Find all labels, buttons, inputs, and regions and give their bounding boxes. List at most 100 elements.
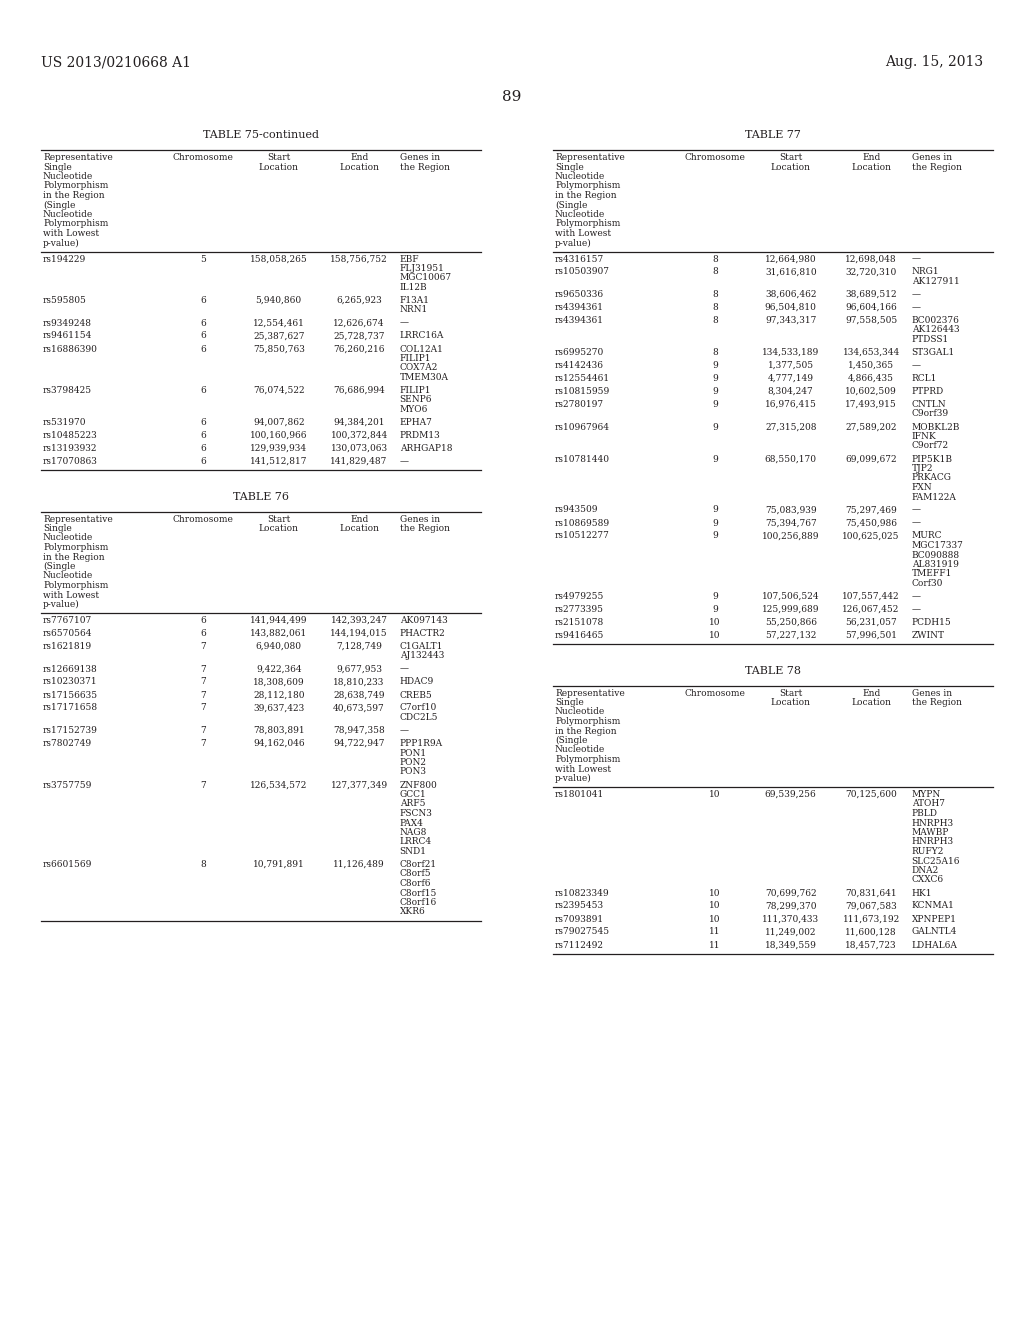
Text: FXN: FXN [911,483,932,492]
Text: ATOH7: ATOH7 [911,800,944,808]
Text: PTPRD: PTPRD [911,387,944,396]
Text: LDHAL6A: LDHAL6A [911,940,957,949]
Text: ARF5: ARF5 [399,800,425,808]
Text: rs7112492: rs7112492 [555,940,604,949]
Text: C7orf10: C7orf10 [399,704,437,713]
Text: —: — [911,304,921,312]
Text: the Region: the Region [911,698,962,708]
Text: rs17152739: rs17152739 [43,726,98,735]
Text: XPNPEP1: XPNPEP1 [911,915,956,924]
Text: —: — [911,290,921,300]
Text: rs6995270: rs6995270 [555,348,604,356]
Text: in the Region: in the Region [555,191,616,201]
Text: Representative: Representative [43,153,113,162]
Text: C8orf16: C8orf16 [399,898,437,907]
Text: —: — [399,664,409,673]
Text: Location: Location [851,698,891,708]
Text: 75,394,767: 75,394,767 [765,519,816,528]
Text: 9: 9 [712,506,718,515]
Text: rs17171658: rs17171658 [43,704,98,713]
Text: 141,944,499: 141,944,499 [250,616,307,624]
Text: 12,698,048: 12,698,048 [845,255,897,264]
Text: 25,387,627: 25,387,627 [253,331,304,341]
Text: EBF: EBF [399,255,419,264]
Text: Nucleotide: Nucleotide [43,210,93,219]
Text: —: — [911,255,921,264]
Text: C1GALT1: C1GALT1 [399,642,443,651]
Text: PON2: PON2 [399,758,427,767]
Text: 9: 9 [712,519,718,528]
Text: 8: 8 [712,268,718,276]
Text: 143,882,061: 143,882,061 [250,630,307,638]
Text: Nucleotide: Nucleotide [43,572,93,581]
Text: 7: 7 [200,664,206,673]
Text: 6: 6 [200,318,206,327]
Text: Genes in: Genes in [911,689,951,697]
Text: (Single: (Single [555,201,588,210]
Text: 18,349,559: 18,349,559 [765,940,817,949]
Text: MYPN: MYPN [911,789,941,799]
Text: TABLE 75-continued: TABLE 75-continued [203,129,319,140]
Text: Genes in: Genes in [911,153,951,162]
Text: 70,699,762: 70,699,762 [765,888,816,898]
Text: 1,377,505: 1,377,505 [768,360,814,370]
Text: HNRPH3: HNRPH3 [911,818,953,828]
Text: with Lowest: with Lowest [43,228,99,238]
Text: End: End [862,153,881,162]
Text: 97,558,505: 97,558,505 [845,315,897,325]
Text: 7: 7 [200,704,206,713]
Text: 107,506,524: 107,506,524 [762,591,819,601]
Text: Location: Location [771,698,811,708]
Text: NRN1: NRN1 [399,305,428,314]
Text: 141,512,817: 141,512,817 [250,457,307,466]
Text: in the Region: in the Region [555,726,616,735]
Text: 6: 6 [200,432,206,440]
Text: 8: 8 [712,255,718,264]
Text: 107,557,442: 107,557,442 [843,591,900,601]
Text: EPHA7: EPHA7 [399,418,432,426]
Text: the Region: the Region [911,162,962,172]
Text: HK1: HK1 [911,888,932,898]
Text: Location: Location [339,524,379,533]
Text: FILIP1: FILIP1 [399,354,431,363]
Text: MYO6: MYO6 [399,405,428,414]
Text: Polymorphism: Polymorphism [43,219,109,228]
Text: FILIP1: FILIP1 [399,385,431,395]
Text: Location: Location [851,162,891,172]
Text: End: End [350,515,369,524]
Text: the Region: the Region [399,524,450,533]
Text: Location: Location [339,162,379,172]
Text: CXXC6: CXXC6 [911,875,944,884]
Text: —: — [911,605,921,614]
Text: Polymorphism: Polymorphism [555,219,621,228]
Text: PHACTR2: PHACTR2 [399,630,445,638]
Text: 70,831,641: 70,831,641 [845,888,897,898]
Text: PON1: PON1 [399,748,427,758]
Text: rs10512277: rs10512277 [555,532,610,540]
Text: 127,377,349: 127,377,349 [331,780,388,789]
Text: ST3GAL1: ST3GAL1 [911,348,954,356]
Text: Chromosome: Chromosome [172,153,233,162]
Text: with Lowest: with Lowest [555,764,611,774]
Text: 10: 10 [709,888,721,898]
Text: 75,083,939: 75,083,939 [765,506,816,515]
Text: 78,947,358: 78,947,358 [333,726,385,735]
Text: rs10815959: rs10815959 [555,387,610,396]
Text: rs79027545: rs79027545 [555,928,610,936]
Text: p-value): p-value) [555,239,592,248]
Text: 10: 10 [709,915,721,924]
Text: DNA2: DNA2 [911,866,939,875]
Text: NRG1: NRG1 [911,268,939,276]
Text: rs4316157: rs4316157 [555,255,604,264]
Text: 75,450,986: 75,450,986 [845,519,897,528]
Text: 9,422,364: 9,422,364 [256,664,301,673]
Text: 10,791,891: 10,791,891 [253,861,304,869]
Text: 9,677,953: 9,677,953 [336,664,382,673]
Text: Start: Start [267,515,291,524]
Text: 10: 10 [709,789,721,799]
Text: 39,637,423: 39,637,423 [253,704,304,713]
Text: 8: 8 [712,315,718,325]
Text: 11: 11 [709,940,721,949]
Text: CNTLN: CNTLN [911,400,946,409]
Text: LRRC16A: LRRC16A [399,331,444,341]
